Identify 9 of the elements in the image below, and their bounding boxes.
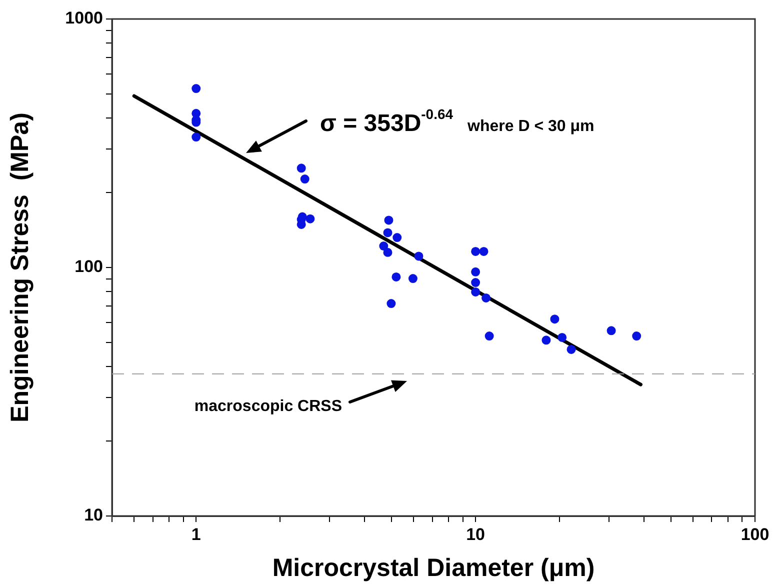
y-tick-label: 10 bbox=[84, 506, 103, 525]
y-tick-label: 1000 bbox=[65, 8, 103, 28]
x-tick-label: 1 bbox=[191, 524, 201, 544]
x-tick-label: 10 bbox=[466, 524, 486, 544]
y-tick-label: 100 bbox=[74, 257, 103, 276]
x-tick-label: 100 bbox=[740, 524, 770, 544]
annotation: macroscopic CRSS bbox=[194, 398, 342, 415]
x-axis-title: Microcrystal Diameter (μm) bbox=[272, 554, 595, 582]
y-axis-title: Engineering Stress (MPa) bbox=[6, 112, 34, 422]
